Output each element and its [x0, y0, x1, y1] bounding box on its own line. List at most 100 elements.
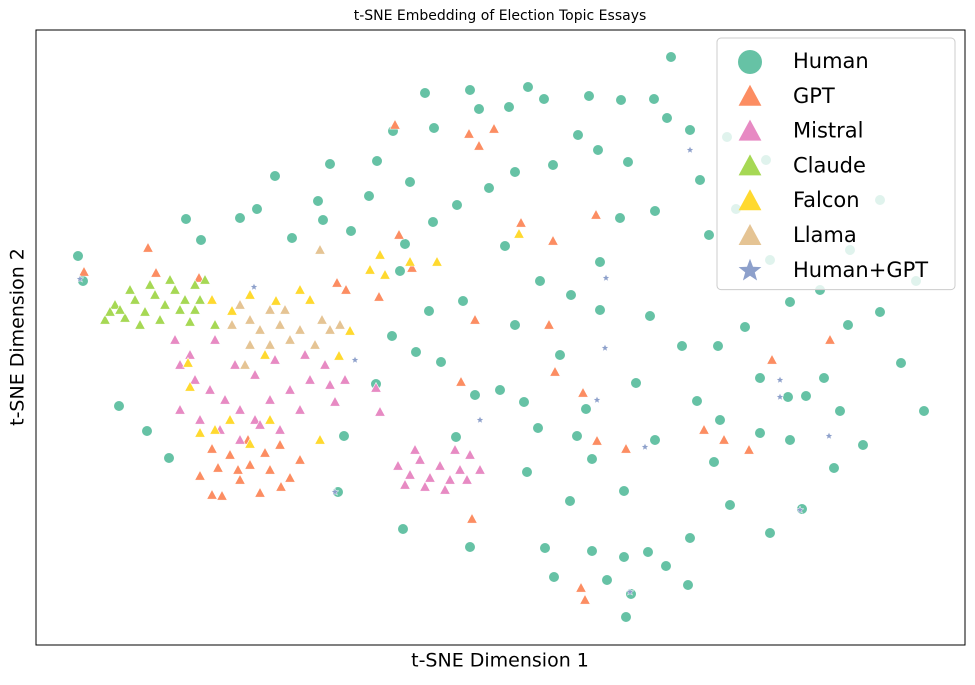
legend-label: Llama: [793, 223, 857, 247]
point: [409, 443, 421, 455]
point: [577, 386, 589, 398]
legend-marker: [738, 154, 762, 176]
point: [718, 433, 730, 445]
point: [104, 305, 116, 317]
point: [239, 358, 251, 370]
point: [184, 315, 196, 327]
point: [622, 156, 634, 168]
point: [270, 294, 282, 306]
point: [404, 176, 416, 188]
point: [299, 348, 311, 360]
point: [169, 283, 181, 295]
point: [601, 574, 613, 586]
point: [163, 452, 175, 464]
point: [586, 545, 598, 557]
point: [333, 349, 345, 361]
point: [694, 174, 706, 186]
point: [99, 313, 111, 325]
point: [399, 478, 411, 490]
point: [259, 446, 271, 458]
point: [538, 93, 550, 105]
point: [435, 356, 447, 368]
point: [314, 243, 326, 255]
point: [279, 303, 291, 315]
point: [164, 273, 176, 285]
legend-label: GPT: [793, 84, 835, 108]
point: [294, 453, 306, 465]
point: [539, 542, 551, 554]
x-axis-label: t-SNE Dimension 1: [411, 650, 589, 672]
point: [564, 495, 576, 507]
point: [644, 310, 656, 322]
point: [72, 250, 84, 262]
legend-marker: [738, 224, 762, 245]
point: [449, 443, 461, 455]
point: [389, 118, 401, 130]
point: [264, 338, 276, 350]
point: [169, 333, 181, 345]
point: [309, 338, 321, 350]
point: [454, 463, 466, 475]
point: [179, 293, 191, 305]
point: [374, 248, 386, 260]
point: [451, 199, 463, 211]
legend-label: Claude: [793, 153, 866, 177]
point: [620, 442, 632, 454]
point: [642, 546, 654, 558]
point: [180, 213, 192, 225]
point: [522, 81, 534, 93]
point: [640, 442, 650, 451]
point: [209, 423, 221, 435]
point: [775, 375, 785, 384]
point: [324, 323, 336, 335]
point: [324, 378, 336, 390]
point: [139, 305, 151, 317]
point: [509, 166, 521, 178]
point: [113, 400, 125, 412]
point: [547, 159, 559, 171]
point: [399, 238, 411, 250]
point: [224, 413, 236, 425]
point: [614, 212, 626, 224]
point: [274, 318, 286, 330]
point: [193, 271, 205, 283]
point: [264, 393, 276, 405]
point: [800, 390, 812, 402]
point: [219, 393, 231, 405]
point: [918, 405, 930, 417]
point: [475, 415, 485, 424]
point: [199, 273, 211, 285]
point: [592, 395, 602, 404]
point: [304, 293, 316, 305]
point: [338, 430, 350, 442]
point: [464, 541, 476, 553]
point: [743, 443, 755, 455]
point: [600, 343, 610, 352]
point: [503, 101, 515, 113]
point: [226, 304, 238, 316]
point: [194, 413, 206, 425]
point: [334, 318, 346, 330]
point: [194, 426, 206, 438]
point: [129, 293, 141, 305]
point: [513, 227, 525, 239]
point: [521, 466, 533, 478]
point: [565, 289, 577, 301]
point: [234, 298, 246, 310]
point: [586, 453, 598, 465]
point: [174, 303, 186, 315]
point: [444, 473, 456, 485]
point: [784, 434, 796, 446]
point: [676, 340, 688, 352]
point: [648, 93, 660, 105]
point: [703, 229, 715, 241]
point: [474, 463, 486, 475]
point: [494, 384, 506, 396]
point: [234, 212, 246, 224]
point: [134, 318, 146, 330]
point: [620, 611, 632, 623]
point: [461, 473, 473, 485]
point: [592, 144, 604, 156]
legend-label: Human+GPT: [793, 258, 928, 282]
